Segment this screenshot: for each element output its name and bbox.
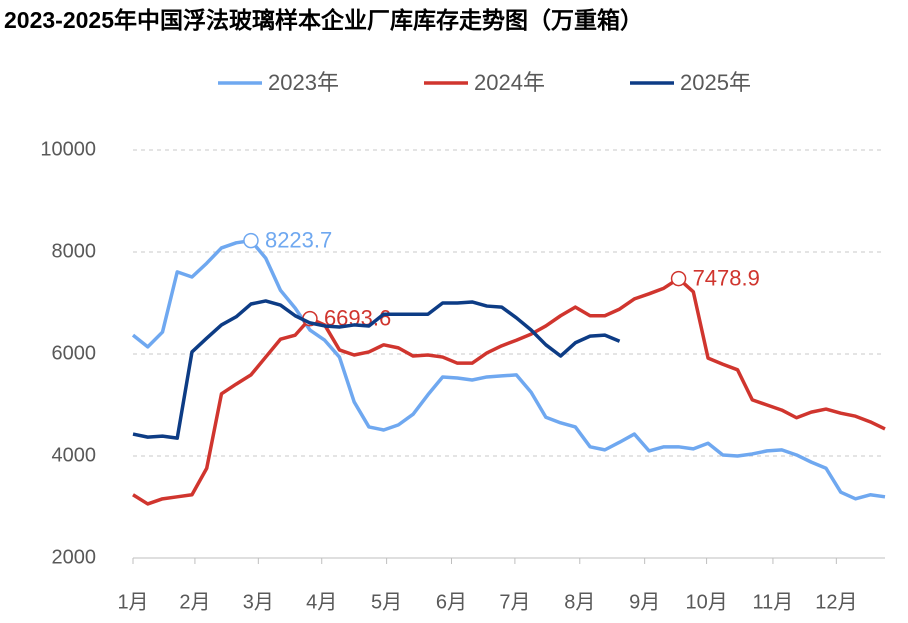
x-tick-label: 12月	[815, 591, 857, 613]
value-label: 7478.9	[693, 265, 760, 290]
x-tick-label: 8月	[564, 591, 595, 613]
series-line	[131, 238, 886, 501]
y-tick-label: 10000	[40, 138, 96, 160]
y-tick-label: 4000	[52, 444, 97, 466]
x-tick-label: 6月	[436, 591, 467, 613]
x-tick-label: 11月	[753, 591, 794, 613]
legend-label: 2023年	[268, 70, 339, 95]
x-tick-label: 5月	[371, 591, 402, 613]
x-tick-label: 3月	[243, 591, 274, 613]
value-label: 8223.7	[265, 227, 332, 252]
chart-title: 2023-2025年中国浮法玻璃样本企业厂库库存走势图（万重箱）	[4, 7, 643, 33]
x-tick-label: 9月	[629, 591, 660, 613]
y-tick-label: 8000	[52, 240, 97, 262]
x-tick-label: 1月	[117, 591, 148, 613]
x-tick-label: 2月	[179, 591, 210, 613]
highlight-marker	[243, 232, 259, 249]
series-line	[132, 276, 886, 506]
series-line	[132, 299, 621, 440]
x-tick-label: 4月	[306, 591, 337, 613]
y-tick-label: 2000	[52, 546, 97, 568]
highlight-marker	[670, 270, 687, 287]
legend-label: 2025年	[680, 70, 751, 95]
legend-label: 2024年	[474, 70, 545, 95]
x-tick-label: 10月	[685, 591, 727, 613]
x-tick-label: 7月	[499, 591, 530, 613]
y-tick-label: 6000	[52, 342, 97, 364]
